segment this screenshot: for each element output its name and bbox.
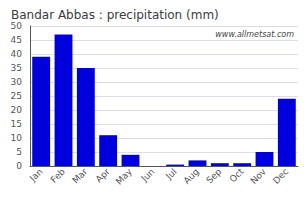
svg-text:20: 20 bbox=[11, 105, 23, 115]
svg-text:Nov: Nov bbox=[249, 166, 269, 186]
svg-text:May: May bbox=[114, 166, 135, 187]
svg-text:Apr: Apr bbox=[94, 166, 112, 184]
svg-text:Bandar Abbas : precipitation (: Bandar Abbas : precipitation (mm) bbox=[11, 8, 219, 22]
svg-text:35: 35 bbox=[11, 63, 22, 73]
svg-text:Mar: Mar bbox=[70, 166, 89, 185]
svg-text:Jun: Jun bbox=[139, 166, 157, 184]
svg-text:40: 40 bbox=[11, 49, 23, 59]
svg-text:45: 45 bbox=[11, 35, 22, 45]
svg-text:Sep: Sep bbox=[204, 166, 223, 185]
svg-text:30: 30 bbox=[11, 77, 23, 87]
svg-text:50: 50 bbox=[11, 21, 23, 31]
svg-text:Jan: Jan bbox=[27, 166, 45, 184]
svg-text:15: 15 bbox=[11, 119, 22, 129]
svg-text:Jul: Jul bbox=[163, 166, 178, 181]
svg-text:10: 10 bbox=[11, 133, 23, 143]
svg-text:Aug: Aug bbox=[182, 166, 201, 185]
svg-text:25: 25 bbox=[11, 91, 22, 101]
svg-text:Dec: Dec bbox=[271, 166, 290, 185]
svg-text:5: 5 bbox=[16, 147, 22, 157]
svg-text:0: 0 bbox=[16, 161, 22, 171]
svg-text:www.allmetsat.com: www.allmetsat.com bbox=[215, 30, 294, 39]
svg-text:Oct: Oct bbox=[228, 166, 246, 184]
svg-text:Feb: Feb bbox=[49, 166, 68, 185]
